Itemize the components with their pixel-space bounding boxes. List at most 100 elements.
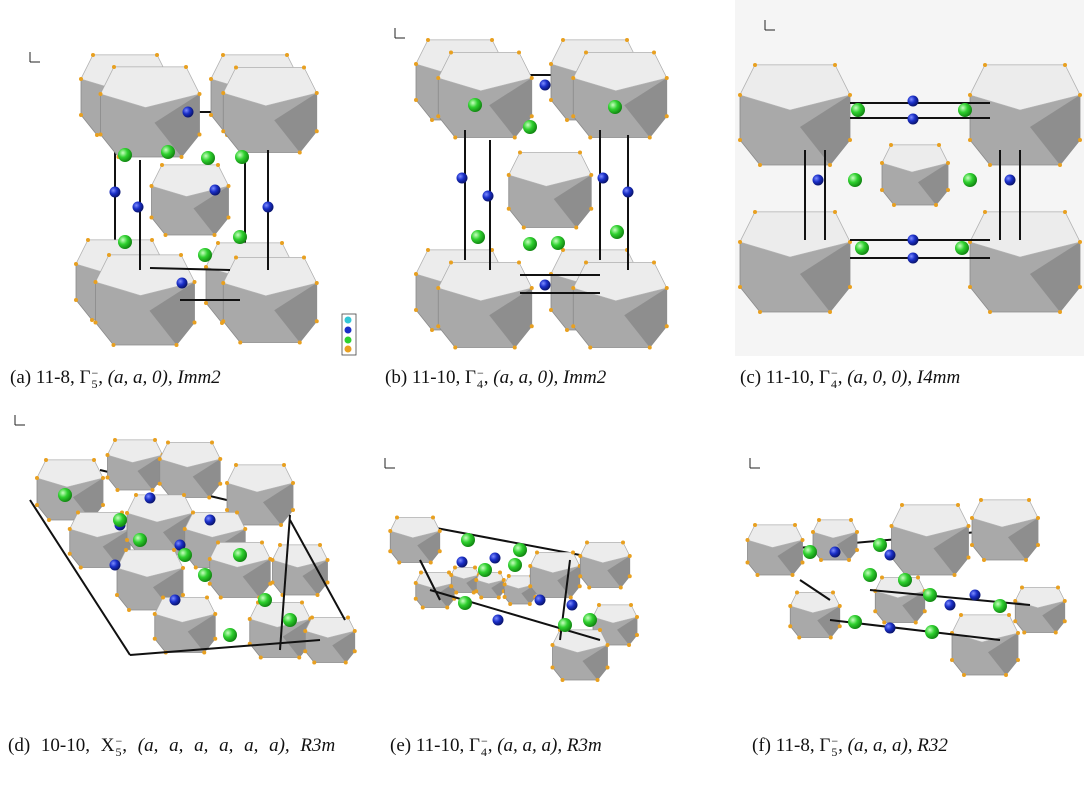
oxygen-atom [565, 118, 569, 122]
oxygen-atom [753, 523, 757, 527]
oxygen-atom [797, 636, 801, 640]
oxygen-atom [216, 241, 220, 245]
oxygen-atom [584, 261, 588, 265]
oxygen-atom [193, 280, 197, 284]
oxygen-atom [838, 604, 842, 608]
oxygen-atom [175, 343, 179, 347]
oxygen-atom [968, 93, 972, 97]
oxygen-atom [890, 524, 894, 528]
oxygen-atom [106, 453, 110, 457]
oxygen-atom [513, 346, 517, 350]
oxygen-atom [166, 441, 170, 445]
oxygen-atom [298, 341, 302, 345]
blue-atom [540, 280, 551, 291]
oxygen-atom [193, 321, 197, 325]
oxygen-atom [218, 457, 222, 461]
oxygen-atom [530, 286, 534, 290]
oxygen-atom [303, 649, 307, 653]
irrep-group: Γ−5 [819, 735, 838, 756]
oxygen-atom [982, 558, 986, 562]
oxygen-atom [968, 285, 972, 289]
oxygen-atom [967, 556, 971, 560]
oxygen-atom [397, 561, 401, 565]
oxygen-atom [315, 129, 319, 133]
oxygen-atom [793, 523, 797, 527]
oxygen-atom [234, 256, 238, 260]
oxygen-atom [889, 143, 893, 147]
oxygen-atom [208, 582, 212, 586]
oxygen-atom [127, 608, 131, 612]
oxygen-atom [473, 566, 477, 570]
oxygen-atom [298, 151, 302, 155]
irrep-group: Γ−4 [465, 367, 484, 388]
oxygen-atom [315, 91, 319, 95]
oxygen-atom [758, 163, 762, 167]
oxygen-atom [106, 476, 110, 480]
oxygen-atom [227, 184, 231, 188]
oxygen-atom [315, 319, 319, 323]
oxygen-atom [983, 63, 987, 67]
oxygen-atom [587, 586, 591, 590]
oxygen-atom [150, 184, 154, 188]
oxygen-atom [1020, 586, 1024, 590]
oxygen-atom [1004, 673, 1008, 677]
oxygen-atom [988, 310, 992, 314]
oxygen-atom [578, 554, 582, 558]
oxygen-atom [880, 188, 884, 192]
oxygen-atom [395, 516, 399, 520]
oxygen-atom [788, 604, 792, 608]
oxygen-atom [916, 576, 920, 580]
green-atom [113, 513, 127, 527]
oxygen-atom [561, 38, 565, 42]
oxygen-atom [124, 548, 128, 552]
oxygen-atom [892, 203, 896, 207]
oxygen-atom [738, 240, 742, 244]
oxygen-atom [216, 541, 220, 545]
green-atom [993, 599, 1007, 613]
oxygen-atom [959, 613, 963, 617]
oxygen-atom [1022, 631, 1026, 635]
blue-atom [813, 175, 824, 186]
oxygen-atom [549, 62, 553, 66]
oxygen-atom [882, 621, 886, 625]
oxygen-atom [811, 530, 815, 534]
oxygen-atom [35, 503, 39, 507]
oxygen-atom [848, 138, 852, 142]
oxygen-atom [880, 161, 884, 165]
space-group: R3m [300, 735, 335, 756]
oxygen-atom [528, 584, 532, 588]
order-parameter: (a, a, a), [497, 735, 562, 756]
blue-atom [908, 253, 919, 264]
blue-atom [210, 185, 221, 196]
blue-atom [493, 615, 504, 626]
oxygen-atom [76, 511, 80, 515]
oxygen-atom [571, 551, 575, 555]
oxygen-atom [297, 656, 301, 660]
oxygen-atom [923, 609, 927, 613]
green-atom [863, 568, 877, 582]
green-atom [925, 625, 939, 639]
oxygen-atom [508, 602, 512, 606]
oxygen-atom [855, 548, 859, 552]
green-atom [508, 558, 522, 572]
oxygen-atom [880, 576, 884, 580]
panel-label: (c) [740, 367, 761, 388]
oxygen-atom [453, 346, 457, 350]
irrep-group: Γ−5 [79, 367, 98, 388]
oxygen-atom [202, 651, 206, 655]
oxygen-atom [445, 606, 449, 610]
oxygen-atom [1058, 163, 1062, 167]
oxygen-atom [848, 285, 852, 289]
oxygen-atom [619, 586, 623, 590]
green-atom [198, 248, 212, 262]
oxygen-atom [280, 241, 284, 245]
oxygen-atom [589, 207, 593, 211]
oxygen-atom [449, 573, 453, 577]
oxygen-atom [68, 527, 72, 531]
oxygen-atom [268, 582, 272, 586]
oxygen-atom [946, 161, 950, 165]
oxygen-atom [279, 523, 283, 527]
oxygen-atom [1063, 599, 1067, 603]
oxygen-atom [198, 92, 202, 96]
blue-atom [945, 600, 956, 611]
